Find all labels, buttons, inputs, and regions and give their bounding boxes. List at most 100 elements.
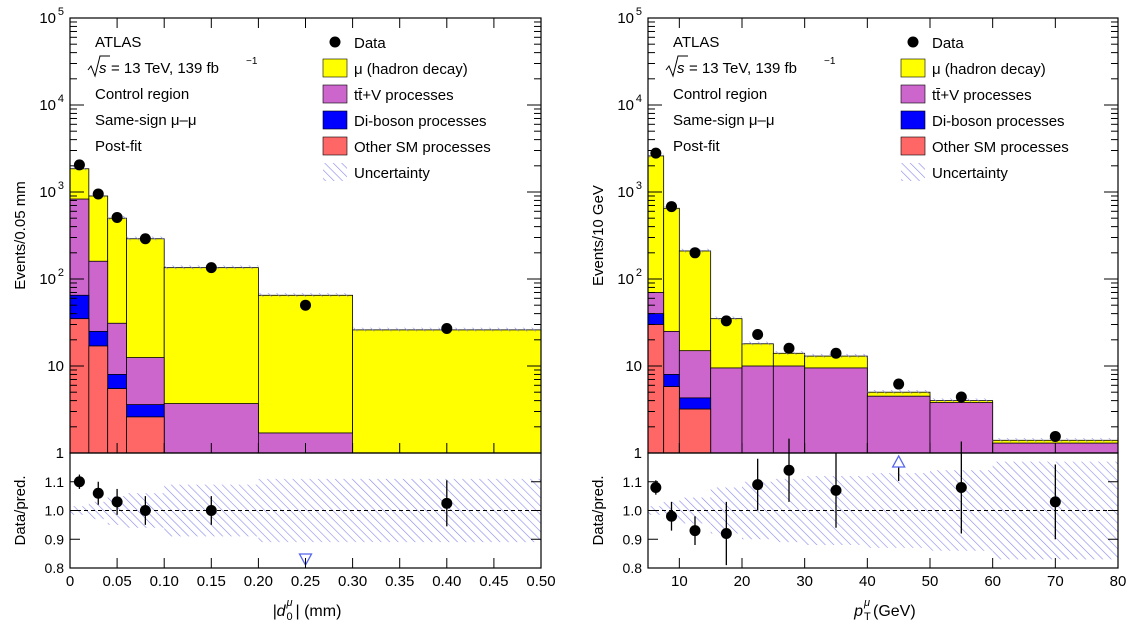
uncertainty-band xyxy=(742,341,774,346)
ratio-arrow-up xyxy=(891,454,906,468)
fit-label: Post-fit xyxy=(673,138,721,155)
data-point xyxy=(955,391,967,403)
x-axis-label-sup: μ xyxy=(863,597,870,609)
data-point xyxy=(111,211,123,223)
uncertainty-band xyxy=(258,293,353,297)
sqrt-symbol xyxy=(665,55,688,78)
ratio-point xyxy=(139,505,151,516)
x-tick-label: 0.30 xyxy=(338,573,367,590)
y-axis-label: Events/0.05 mm xyxy=(12,181,29,289)
y-tick-exponent: 4 xyxy=(636,93,642,105)
legend-marker-data xyxy=(907,36,919,48)
sign-label: Same-sign μ–μ xyxy=(673,112,775,129)
x-axis-label-unit: (GeV) xyxy=(873,603,916,620)
data-point xyxy=(73,159,85,171)
legend-label: Di-boson processes xyxy=(932,113,1065,130)
x-axis-label: p xyxy=(853,603,863,620)
y-tick-label: 10 xyxy=(39,271,56,288)
hist-bar-hadron xyxy=(257,294,353,454)
y-tick-label: 10 xyxy=(617,97,634,114)
x-tick-label: 0.20 xyxy=(244,573,273,590)
x-axis-label-sub: 0 xyxy=(287,611,293,623)
legend-swatch-hadron xyxy=(900,58,926,78)
hist-bar-other xyxy=(88,345,109,454)
x-axis-label-sup: μ xyxy=(286,597,293,609)
x-tick-label: 0.15 xyxy=(197,573,226,590)
ratio-point xyxy=(689,525,701,537)
ratio-tick-label: 0.9 xyxy=(623,531,643,547)
data-point xyxy=(92,188,104,200)
legend-label: Uncertainty xyxy=(354,165,430,182)
x-tick-label: 0.05 xyxy=(102,573,131,590)
legend-swatch-diboson xyxy=(322,110,348,130)
y-tick-exponent: 3 xyxy=(58,180,64,192)
lumi-exponent: −1 xyxy=(246,56,258,67)
legend-label: Other SM processes xyxy=(932,139,1069,156)
legend-label: tt̄+V processes xyxy=(932,87,1032,104)
hist-bar-other xyxy=(678,408,712,454)
legend-label: Data xyxy=(354,35,386,52)
data-point xyxy=(650,147,662,159)
legend-label: μ (hadron decay) xyxy=(932,61,1046,78)
region-label: Control region xyxy=(95,86,189,103)
y-tick-label: 10 xyxy=(617,10,634,27)
hist-bar-other xyxy=(663,386,680,454)
ratio-point xyxy=(830,484,842,496)
x-axis-label-unit: | (mm) xyxy=(296,603,342,620)
hist-bar-ttv xyxy=(741,365,774,454)
legend-swatch-ttv xyxy=(322,84,348,104)
x-tick-label: 0.10 xyxy=(150,573,179,590)
legend-label: Di-boson processes xyxy=(354,113,487,130)
x-tick-label: 0.25 xyxy=(291,573,320,590)
ratio-tick-label: 1.0 xyxy=(45,503,65,519)
x-tick-label: 30 xyxy=(796,573,813,590)
y-tick-exponent: 4 xyxy=(58,93,64,105)
ratio-point xyxy=(650,482,662,493)
legend-swatch-hadron xyxy=(322,58,348,78)
data-point xyxy=(783,342,795,354)
x-tick-label: 80 xyxy=(1110,573,1127,590)
hist-bar-other xyxy=(647,324,665,454)
ratio-point xyxy=(441,497,453,509)
sqrt-s: s xyxy=(677,60,685,77)
ratio-point xyxy=(1049,496,1061,508)
hist-bar-ttv xyxy=(804,367,868,454)
ratio-tick-label: 1.0 xyxy=(623,503,643,519)
legend-label: Other SM processes xyxy=(354,139,491,156)
y-tick-label: 10 xyxy=(39,10,56,27)
y-tick-label: 10 xyxy=(617,184,634,201)
x-tick-label: 20 xyxy=(734,573,751,590)
hist-bar-ttv xyxy=(710,367,743,454)
x-tick-label: 50 xyxy=(922,573,939,590)
data-point xyxy=(720,315,732,327)
y-tick-label: 1 xyxy=(634,445,642,462)
legend-label: μ (hadron decay) xyxy=(354,61,468,78)
energy-lumi-label: = 13 TeV, 139 fb xyxy=(689,60,797,77)
ratio-uncertainty-band xyxy=(867,473,930,548)
sqrt-s: s xyxy=(99,60,107,77)
y-tick-label: 10 xyxy=(47,358,64,375)
sign-label: Same-sign μ–μ xyxy=(95,112,197,129)
data-point xyxy=(689,247,701,259)
hist-bar-hadron xyxy=(352,329,542,454)
x-tick-label: 60 xyxy=(984,573,1001,590)
y-tick-exponent: 2 xyxy=(636,267,642,279)
ratio-point xyxy=(955,482,967,493)
ratio-point xyxy=(92,487,104,499)
data-point xyxy=(666,201,677,213)
hist-bar-ttv xyxy=(772,365,806,454)
legend-marker-data xyxy=(329,36,341,48)
region-label: Control region xyxy=(673,86,767,103)
y-axis-label: Events/10 GeV xyxy=(590,185,607,286)
data-point xyxy=(441,322,453,334)
legend-swatch-diboson xyxy=(900,110,926,130)
fit-label: Post-fit xyxy=(95,138,143,155)
ratio-y-axis-label: Data/pred. xyxy=(12,475,29,545)
x-tick-label: 70 xyxy=(1047,573,1064,590)
hist-bar-other xyxy=(69,318,90,454)
ratio-point xyxy=(205,505,217,516)
data-point xyxy=(752,329,764,341)
